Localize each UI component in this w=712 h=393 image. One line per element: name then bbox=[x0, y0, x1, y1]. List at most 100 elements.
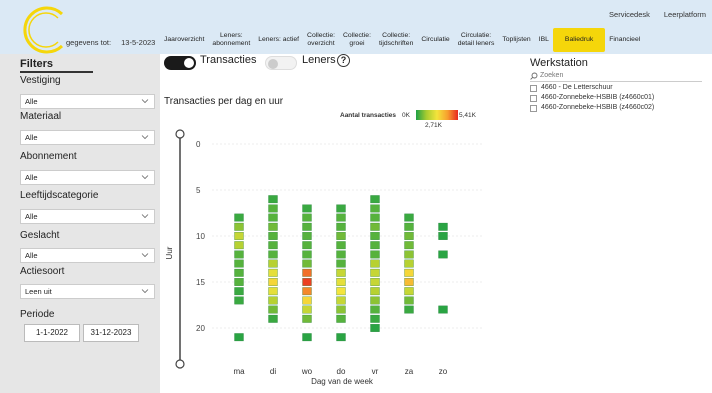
heatmap-cell[interactable] bbox=[336, 278, 346, 286]
heatmap-cell[interactable] bbox=[268, 250, 278, 259]
filter-dropdown[interactable]: Alle bbox=[20, 170, 155, 185]
nav-tab-11[interactable]: Financieel bbox=[609, 36, 641, 43]
heatmap-cell[interactable] bbox=[438, 250, 448, 259]
heatmap-cell[interactable] bbox=[404, 241, 414, 250]
heatmap-cell[interactable] bbox=[268, 305, 278, 314]
heatmap-cell[interactable] bbox=[336, 213, 346, 222]
heatmap-cell[interactable] bbox=[370, 213, 380, 222]
workstation-item[interactable]: 4660-Zonnebeke-HSBIB (z4660c02) bbox=[530, 104, 654, 112]
heatmap-cell[interactable] bbox=[302, 333, 312, 342]
transacties-toggle[interactable] bbox=[164, 56, 196, 70]
heatmap-cell[interactable] bbox=[268, 241, 278, 250]
heatmap-cell[interactable] bbox=[302, 232, 312, 240]
nav-tab-0[interactable]: Jaaroverzicht bbox=[164, 36, 205, 43]
heatmap-cell[interactable] bbox=[302, 305, 312, 314]
workstation-item[interactable]: 4660-Zonnebeke-HSBIB (z4660c01) bbox=[530, 94, 654, 102]
heatmap-cell[interactable] bbox=[302, 314, 312, 323]
heatmap-cell[interactable] bbox=[404, 268, 414, 277]
nav-tab-8[interactable]: Toplijsten bbox=[502, 36, 531, 43]
nav-tab-1[interactable]: Leners: abonnement bbox=[212, 32, 251, 47]
heatmap-cell[interactable] bbox=[438, 232, 448, 240]
heatmap-cell[interactable] bbox=[370, 305, 380, 314]
heatmap-cell[interactable] bbox=[234, 241, 244, 250]
heatmap-cell[interactable] bbox=[302, 268, 312, 277]
heatmap-cell[interactable] bbox=[234, 259, 244, 268]
heatmap-cell[interactable] bbox=[268, 222, 278, 231]
heatmap-cell[interactable] bbox=[234, 278, 244, 286]
heatmap-cell[interactable] bbox=[268, 195, 278, 204]
heatmap-cell[interactable] bbox=[370, 250, 380, 259]
nav-tab-7[interactable]: Circulatie: detail leners bbox=[457, 32, 495, 47]
heatmap-cell[interactable] bbox=[268, 213, 278, 222]
heatmap-cell[interactable] bbox=[370, 324, 380, 332]
heatmap-cell[interactable] bbox=[404, 213, 414, 222]
heatmap-cell[interactable] bbox=[404, 287, 414, 296]
filter-dropdown[interactable]: Alle bbox=[20, 94, 155, 109]
nav-tab-10[interactable]: Baliedruk bbox=[552, 28, 606, 52]
heatmap-cell[interactable] bbox=[438, 305, 448, 314]
periode-end-input[interactable]: 31-12-2023 bbox=[83, 324, 139, 342]
heatmap-cell[interactable] bbox=[234, 232, 244, 240]
heatmap-cell[interactable] bbox=[336, 250, 346, 259]
heatmap-cell[interactable] bbox=[370, 195, 380, 204]
heatmap-cell[interactable] bbox=[302, 287, 312, 296]
heatmap-cell[interactable] bbox=[234, 333, 244, 342]
heatmap-cell[interactable] bbox=[336, 333, 346, 342]
heatmap-cell[interactable] bbox=[302, 213, 312, 222]
heatmap-cell[interactable] bbox=[336, 232, 346, 240]
heatmap-cell[interactable] bbox=[268, 204, 278, 213]
workstation-item[interactable]: 4660 - De Letterschuur bbox=[530, 84, 613, 92]
heatmap-cell[interactable] bbox=[336, 241, 346, 250]
heatmap-cell[interactable] bbox=[370, 232, 380, 240]
heatmap-cell[interactable] bbox=[438, 222, 448, 231]
heatmap-cell[interactable] bbox=[336, 268, 346, 277]
checkbox[interactable] bbox=[530, 105, 537, 112]
filter-dropdown[interactable]: Alle bbox=[20, 209, 155, 224]
leners-toggle[interactable] bbox=[265, 56, 297, 70]
filter-dropdown[interactable]: Leen uit bbox=[20, 284, 155, 299]
heatmap-cell[interactable] bbox=[234, 222, 244, 231]
link-servicedesk[interactable]: Servicedesk bbox=[609, 10, 650, 19]
heatmap-cell[interactable] bbox=[268, 268, 278, 277]
heatmap-cell[interactable] bbox=[302, 222, 312, 231]
heatmap-cell[interactable] bbox=[234, 250, 244, 259]
nav-tab-9[interactable]: IBL bbox=[538, 36, 549, 43]
nav-tab-3[interactable]: Collectie: overzicht bbox=[307, 32, 335, 47]
heatmap-cell[interactable] bbox=[302, 296, 312, 305]
heatmap-cell[interactable] bbox=[336, 314, 346, 323]
heatmap-cell[interactable] bbox=[370, 268, 380, 277]
heatmap-cell[interactable] bbox=[370, 287, 380, 296]
heatmap-cell[interactable] bbox=[404, 305, 414, 314]
heatmap-cell[interactable] bbox=[370, 296, 380, 305]
heatmap-cell[interactable] bbox=[268, 278, 278, 286]
heatmap-cell[interactable] bbox=[268, 314, 278, 323]
heatmap-cell[interactable] bbox=[302, 278, 312, 286]
heatmap-cell[interactable] bbox=[268, 287, 278, 296]
heatmap-cell[interactable] bbox=[404, 259, 414, 268]
workstation-search[interactable]: Zoeken bbox=[530, 72, 702, 82]
heatmap-cell[interactable] bbox=[370, 241, 380, 250]
heatmap-cell[interactable] bbox=[370, 314, 380, 323]
heatmap-cell[interactable] bbox=[370, 204, 380, 213]
heatmap-cell[interactable] bbox=[268, 296, 278, 305]
nav-tab-6[interactable]: Circulatie bbox=[421, 36, 450, 43]
heatmap-cell[interactable] bbox=[234, 287, 244, 296]
heatmap-cell[interactable] bbox=[336, 204, 346, 213]
heatmap-cell[interactable] bbox=[302, 204, 312, 213]
heatmap-cell[interactable] bbox=[268, 232, 278, 240]
heatmap-cell[interactable] bbox=[336, 296, 346, 305]
heatmap-cell[interactable] bbox=[370, 259, 380, 268]
heatmap-cell[interactable] bbox=[404, 222, 414, 231]
heatmap-cell[interactable] bbox=[234, 296, 244, 305]
heatmap-cell[interactable] bbox=[302, 259, 312, 268]
nav-tab-4[interactable]: Collectie: groei bbox=[343, 32, 371, 47]
heatmap-cell[interactable] bbox=[268, 259, 278, 268]
filter-dropdown[interactable]: Alle bbox=[20, 130, 155, 145]
heatmap-cell[interactable] bbox=[370, 222, 380, 231]
checkbox[interactable] bbox=[530, 85, 537, 92]
heatmap-cell[interactable] bbox=[302, 250, 312, 259]
link-leerplatform[interactable]: Leerplatform bbox=[663, 10, 706, 19]
heatmap-cell[interactable] bbox=[404, 278, 414, 286]
nav-tab-5[interactable]: Collectie: tijdschriften bbox=[378, 32, 414, 47]
slider-handle-top[interactable] bbox=[175, 129, 185, 139]
